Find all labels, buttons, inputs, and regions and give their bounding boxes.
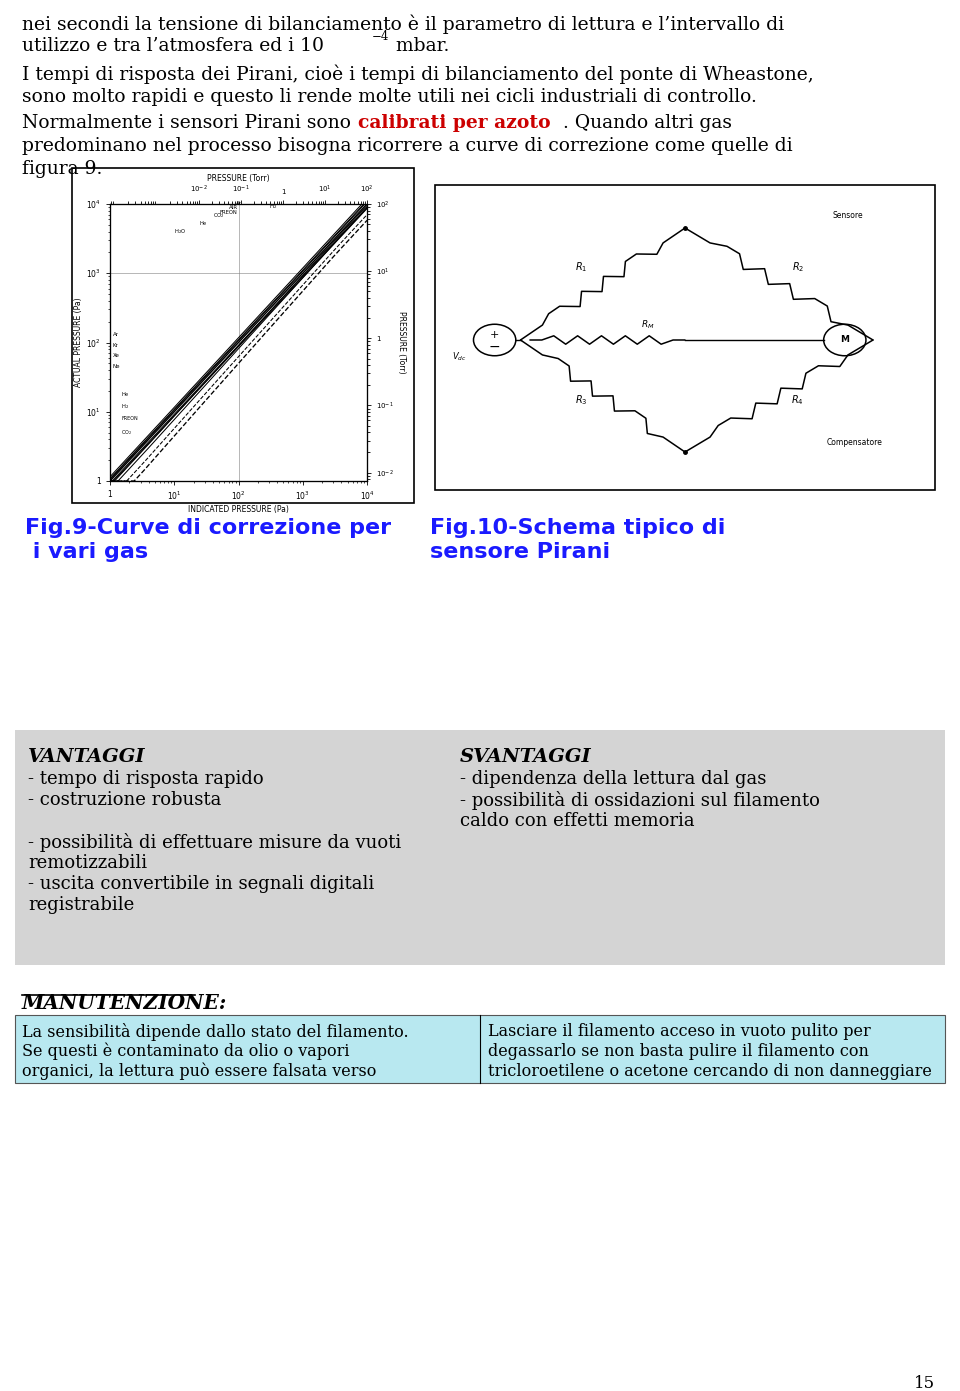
Text: sono molto rapidi e questo li rende molte utili nei cicli industriali di control: sono molto rapidi e questo li rende molt… — [22, 88, 756, 106]
Text: utilizzo e tra l’atmosfera ed i 10: utilizzo e tra l’atmosfera ed i 10 — [22, 38, 324, 56]
Text: Xe: Xe — [112, 353, 120, 357]
Text: H$_2$O: H$_2$O — [175, 227, 186, 235]
Bar — [435, 185, 935, 490]
Text: $R_M$: $R_M$ — [640, 319, 654, 331]
Text: Ar: Ar — [235, 200, 242, 206]
Y-axis label: PRESSURE (Torr): PRESSURE (Torr) — [396, 312, 405, 374]
Bar — [72, 168, 414, 504]
Text: Kr: Kr — [112, 344, 118, 348]
Text: FREON: FREON — [219, 210, 237, 214]
Text: CO$_2$: CO$_2$ — [213, 211, 225, 220]
Text: CO$_2$: CO$_2$ — [121, 428, 132, 437]
Text: $V_{dc}$: $V_{dc}$ — [452, 351, 467, 363]
Text: 15: 15 — [914, 1374, 935, 1391]
Text: predominano nel processo bisogna ricorrere a curve di correzione come quelle di: predominano nel processo bisogna ricorre… — [22, 136, 793, 154]
Text: registrabile: registrabile — [28, 896, 134, 914]
Text: nei secondi la tensione di bilanciamento è il parametro di lettura e l’intervall: nei secondi la tensione di bilanciamento… — [22, 14, 784, 33]
Text: −4: −4 — [372, 31, 390, 43]
Text: Ar: Ar — [112, 332, 119, 337]
Text: $R_3$: $R_3$ — [575, 394, 588, 406]
Text: mbar.: mbar. — [390, 38, 449, 56]
Text: MANUTENZIONE:: MANUTENZIONE: — [22, 993, 228, 1013]
Text: sensore Pirani: sensore Pirani — [430, 542, 611, 562]
Text: Se questi è contaminato da olio o vapori: Se questi è contaminato da olio o vapori — [22, 1043, 349, 1060]
Y-axis label: ACTUAL PRESSURE (Pa): ACTUAL PRESSURE (Pa) — [74, 298, 84, 387]
Text: - possibilità di ossidazioni sul filamento: - possibilità di ossidazioni sul filamen… — [460, 791, 820, 810]
Text: Fig.9-Curve di correzione per: Fig.9-Curve di correzione per — [25, 517, 391, 538]
Text: Compensatore: Compensatore — [827, 438, 882, 447]
Text: Sensore: Sensore — [833, 210, 864, 220]
Text: - dipendenza della lettura dal gas: - dipendenza della lettura dal gas — [460, 771, 766, 787]
Text: i vari gas: i vari gas — [25, 542, 148, 562]
Text: - uscita convertibile in segnali digitali: - uscita convertibile in segnali digital… — [28, 875, 374, 893]
Text: Fig.10-Schema tipico di: Fig.10-Schema tipico di — [430, 517, 726, 538]
Text: H$_2$: H$_2$ — [121, 402, 130, 410]
Text: He: He — [121, 392, 129, 396]
Text: I tempi di risposta dei Pirani, cioè i tempi di bilanciamento del ponte di Wheas: I tempi di risposta dei Pirani, cioè i t… — [22, 65, 814, 85]
Text: VANTAGGI: VANTAGGI — [28, 748, 146, 766]
Text: La sensibilità dipende dallo stato del filamento.: La sensibilità dipende dallo stato del f… — [22, 1022, 409, 1040]
Text: H$_2$: H$_2$ — [269, 202, 277, 210]
Text: calibrati per azoto: calibrati per azoto — [358, 114, 551, 132]
Text: - costruzione robusta: - costruzione robusta — [28, 791, 222, 810]
Text: SVANTAGGI: SVANTAGGI — [460, 748, 591, 766]
Text: FREON: FREON — [121, 416, 138, 421]
Text: −: − — [489, 339, 500, 353]
Bar — [15, 730, 945, 965]
X-axis label: INDICATED PRESSURE (Pa): INDICATED PRESSURE (Pa) — [188, 505, 289, 515]
Text: remotizzabili: remotizzabili — [28, 854, 147, 872]
Text: - tempo di risposta rapido: - tempo di risposta rapido — [28, 771, 264, 787]
Text: . Quando altri gas: . Quando altri gas — [563, 114, 732, 132]
Text: +: + — [490, 330, 499, 339]
X-axis label: PRESSURE (Torr): PRESSURE (Torr) — [207, 174, 270, 182]
Text: AIR: AIR — [228, 204, 238, 210]
Text: $R_1$: $R_1$ — [575, 260, 588, 274]
Text: Ne: Ne — [112, 364, 120, 369]
Bar — [15, 1015, 945, 1084]
Text: M: M — [840, 335, 850, 345]
Text: degassarlo se non basta pulire il filamento con: degassarlo se non basta pulire il filame… — [488, 1043, 869, 1060]
Text: Normalmente i sensori Pirani sono: Normalmente i sensori Pirani sono — [22, 114, 357, 132]
Text: organici, la lettura può essere falsata verso: organici, la lettura può essere falsata … — [22, 1063, 376, 1081]
Text: Lasciare il filamento acceso in vuoto pulito per: Lasciare il filamento acceso in vuoto pu… — [488, 1022, 871, 1040]
Text: $R_4$: $R_4$ — [791, 394, 804, 406]
Text: figura 9.: figura 9. — [22, 160, 103, 178]
Text: $R_2$: $R_2$ — [792, 260, 804, 274]
Text: He: He — [200, 221, 207, 227]
Text: tricloroetilene o acetone cercando di non danneggiare: tricloroetilene o acetone cercando di no… — [488, 1063, 932, 1079]
Text: - possibilità di effettuare misure da vuoti: - possibilità di effettuare misure da vu… — [28, 833, 401, 853]
Text: caldo con effetti memoria: caldo con effetti memoria — [460, 812, 695, 830]
